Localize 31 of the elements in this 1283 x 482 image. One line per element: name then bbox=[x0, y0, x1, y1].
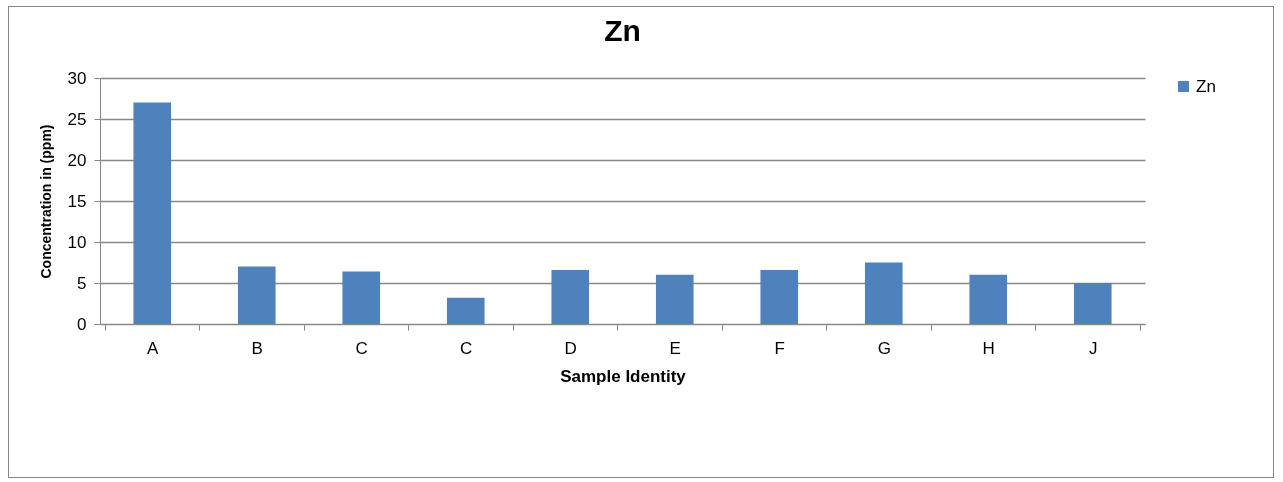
x-axis-title: Sample Identity bbox=[560, 366, 687, 386]
bar bbox=[342, 271, 381, 324]
x-tick-label: B bbox=[251, 338, 263, 358]
y-axis-title: Concentration in (ppm) bbox=[37, 124, 54, 279]
bar bbox=[133, 102, 172, 324]
y-tick-label: 25 bbox=[67, 109, 87, 129]
x-tick-label: D bbox=[564, 338, 577, 358]
chart-title: Zn bbox=[604, 14, 641, 47]
bar bbox=[1073, 283, 1112, 324]
x-tick-label: A bbox=[147, 338, 160, 358]
bar bbox=[760, 269, 799, 324]
bar bbox=[551, 269, 590, 324]
bar bbox=[237, 266, 276, 324]
bar bbox=[864, 262, 903, 324]
bar bbox=[969, 274, 1008, 324]
x-tick-label: C bbox=[355, 338, 368, 358]
x-tick-label: J bbox=[1089, 338, 1098, 358]
x-tick-label: G bbox=[877, 338, 891, 358]
x-tick-label: H bbox=[982, 338, 995, 358]
x-tick-label: E bbox=[669, 338, 681, 358]
y-tick-label: 30 bbox=[67, 68, 87, 88]
bar bbox=[655, 274, 694, 324]
y-tick-label: 10 bbox=[67, 232, 87, 252]
x-tick-label: F bbox=[774, 338, 785, 358]
bar bbox=[446, 297, 485, 324]
y-tick-label: 20 bbox=[67, 150, 87, 170]
legend-label: Zn bbox=[1196, 76, 1216, 96]
x-tick-label: C bbox=[460, 338, 473, 358]
y-tick-label: 0 bbox=[77, 314, 87, 334]
y-tick-label: 5 bbox=[77, 273, 87, 293]
y-tick-label: 15 bbox=[67, 191, 87, 211]
